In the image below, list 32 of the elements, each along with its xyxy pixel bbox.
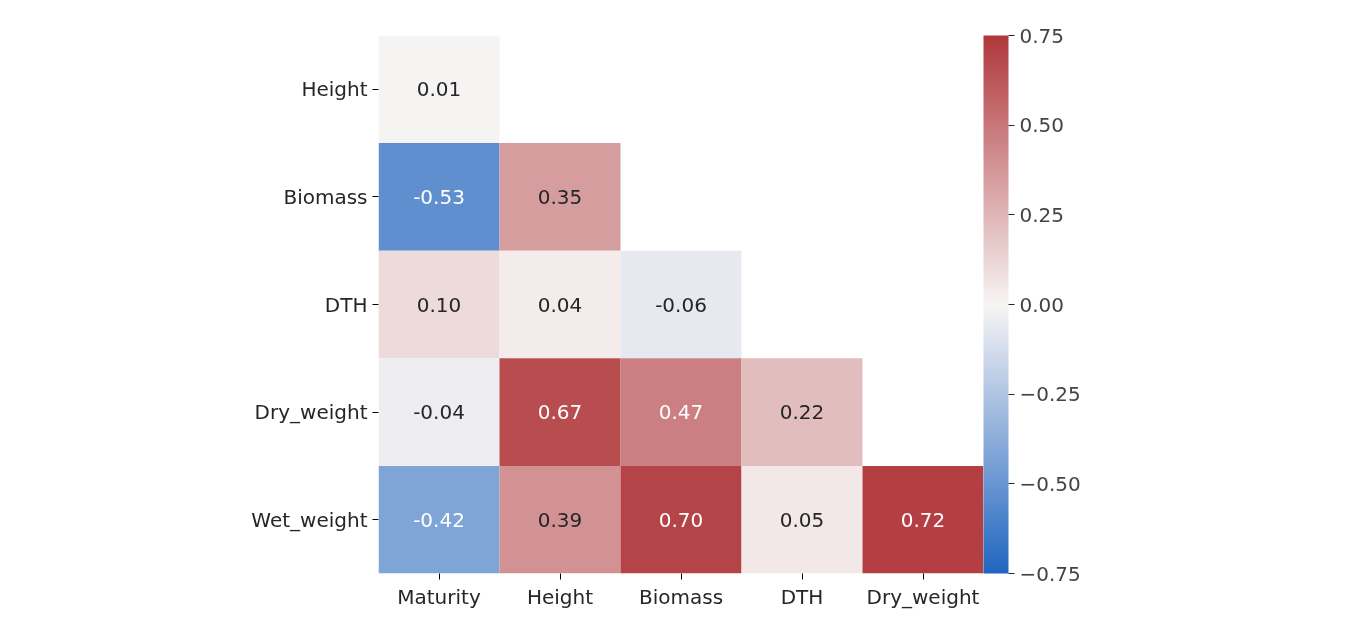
- data-label: -0.53: [413, 184, 465, 209]
- x-tick-label: Maturity: [397, 584, 481, 609]
- data-label: 0.35: [537, 184, 583, 209]
- color-bar-label: 0.75: [1019, 23, 1065, 48]
- y-tick-label: Height: [301, 77, 368, 102]
- color-bar-label: −0.50: [1019, 471, 1081, 496]
- data-label: 0.05: [779, 507, 825, 532]
- data-label: 0.72: [900, 507, 946, 532]
- data-label: 0.22: [779, 400, 825, 425]
- color-bar-label: −0.75: [1019, 561, 1081, 586]
- y-tick-label: Wet_weight: [251, 507, 368, 532]
- x-tick-label: Biomass: [638, 584, 724, 609]
- x-tick-label: Dry_weight: [866, 584, 980, 609]
- data-label: 0.10: [416, 292, 462, 317]
- y-tick-label: Dry_weight: [254, 400, 368, 425]
- data-label: 0.67: [537, 400, 583, 425]
- data-label: -0.06: [655, 292, 707, 317]
- data-label: 0.47: [658, 400, 704, 425]
- y-tick-label: Biomass: [283, 184, 368, 209]
- x-tick-label: Height: [526, 584, 594, 609]
- data-label: 0.04: [537, 292, 583, 317]
- data-label: 0.01: [416, 77, 462, 102]
- color-bar-label: 0.50: [1019, 113, 1065, 138]
- data-label: -0.04: [413, 400, 465, 425]
- y-tick-label: DTH: [324, 292, 368, 317]
- color-bar-label: −0.25: [1019, 382, 1081, 407]
- data-label: 0.70: [658, 507, 704, 532]
- data-label: -0.42: [413, 507, 465, 532]
- color-bar-label: 0.00: [1019, 292, 1065, 317]
- color-bar-label: 0.25: [1019, 202, 1065, 227]
- x-tick-label: DTH: [780, 584, 824, 609]
- data-label: 0.39: [537, 507, 583, 532]
